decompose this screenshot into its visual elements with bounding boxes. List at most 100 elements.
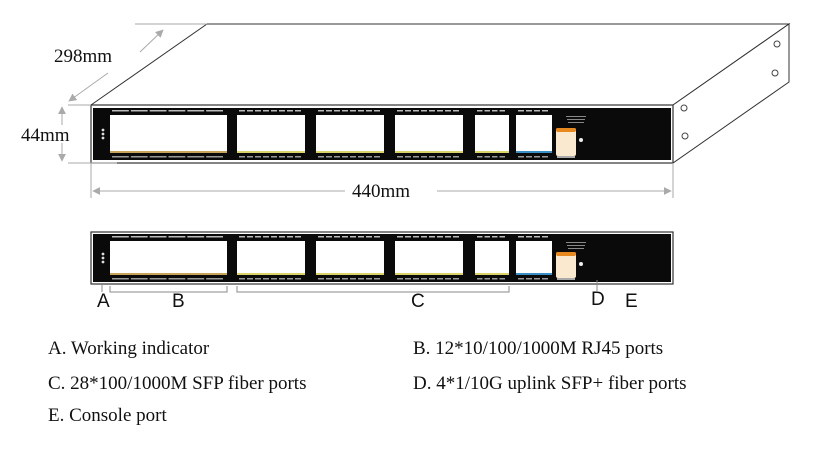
port-label	[342, 278, 348, 280]
screw-icon	[680, 40, 781, 140]
sfp-port-block	[237, 241, 305, 275]
port-label	[492, 278, 498, 280]
console-port-top	[556, 128, 576, 132]
port-label	[518, 236, 524, 238]
port-strip	[516, 273, 552, 275]
brand-lines	[567, 119, 585, 120]
port-label	[130, 110, 148, 112]
port-label	[279, 110, 285, 112]
port-label	[526, 278, 532, 280]
port-label	[318, 278, 324, 280]
port-label	[366, 110, 372, 112]
port-label	[149, 236, 167, 238]
brand-lines	[568, 122, 584, 123]
port-label	[397, 236, 403, 238]
port-label	[350, 156, 356, 158]
port-label	[342, 110, 348, 112]
port-label	[437, 156, 443, 158]
port-label	[279, 156, 285, 158]
port-label	[279, 236, 285, 238]
port-label	[518, 156, 524, 158]
port-label	[334, 236, 340, 238]
front-view	[90, 231, 674, 285]
port-label	[326, 236, 332, 238]
port-label	[526, 110, 532, 112]
port-label	[149, 156, 167, 158]
port-label	[429, 156, 435, 158]
port-label	[112, 110, 129, 112]
port-label	[271, 278, 277, 280]
legend-e: E. Console port	[48, 405, 167, 426]
port-strip	[237, 273, 305, 275]
port-label	[437, 110, 443, 112]
console-label	[557, 156, 575, 158]
port-label	[492, 110, 498, 112]
port-label	[484, 156, 490, 158]
port-label	[318, 110, 324, 112]
port-label	[295, 110, 301, 112]
port-label	[112, 278, 129, 280]
sfp-plus-port-block	[516, 115, 552, 153]
callout-c: C	[411, 291, 425, 312]
port-label	[342, 236, 348, 238]
port-strip	[316, 273, 384, 275]
port-label	[405, 110, 411, 112]
brand-lines	[568, 248, 584, 249]
port-label	[542, 236, 548, 238]
port-label	[187, 278, 205, 280]
port-label	[350, 236, 356, 238]
port-label	[358, 278, 364, 280]
port-label	[374, 236, 380, 238]
dimension-lines	[58, 23, 674, 198]
port-label	[206, 278, 223, 280]
port-label	[484, 110, 490, 112]
port-label	[168, 110, 186, 112]
port-label	[334, 278, 340, 280]
port-label	[334, 156, 340, 158]
rj45-port-block	[110, 241, 227, 275]
port-label	[168, 156, 186, 158]
legend-d: D. 4*1/10G uplink SFP+ fiber ports	[413, 373, 687, 394]
port-label	[334, 110, 340, 112]
console-label	[557, 278, 575, 280]
port-label	[239, 278, 245, 280]
legend-a: A. Working indicator	[48, 338, 210, 359]
port-label	[492, 236, 498, 238]
port-label	[130, 236, 148, 238]
port-label	[255, 278, 261, 280]
port-label	[413, 110, 419, 112]
port-strip	[110, 273, 227, 275]
port-label	[318, 236, 324, 238]
console-port-top	[556, 252, 576, 256]
port-label	[374, 110, 380, 112]
width-dimension: 440mm	[352, 181, 410, 202]
led-indicator	[101, 136, 105, 140]
port-label	[206, 156, 223, 158]
port-label	[206, 236, 223, 238]
console-port	[556, 252, 576, 278]
port-label	[187, 236, 205, 238]
led-indicator	[101, 128, 105, 132]
port-label	[405, 236, 411, 238]
port-strip	[475, 151, 509, 153]
port-label	[534, 278, 540, 280]
led-indicator	[101, 260, 105, 264]
port-label	[437, 236, 443, 238]
port-label	[239, 110, 245, 112]
port-label	[295, 156, 301, 158]
port-label	[358, 110, 364, 112]
port-label	[112, 236, 129, 238]
front-panel-bottom	[93, 234, 671, 282]
port-label	[429, 110, 435, 112]
port-label	[149, 110, 167, 112]
led-indicator	[101, 132, 105, 136]
port-label	[429, 236, 435, 238]
led-indicator	[101, 252, 105, 256]
port-label	[326, 156, 332, 158]
port-label	[247, 236, 253, 238]
sfp-plus-port-block	[516, 241, 552, 275]
sfp-port-block	[395, 241, 463, 275]
port-label	[287, 110, 293, 112]
port-label	[526, 236, 532, 238]
